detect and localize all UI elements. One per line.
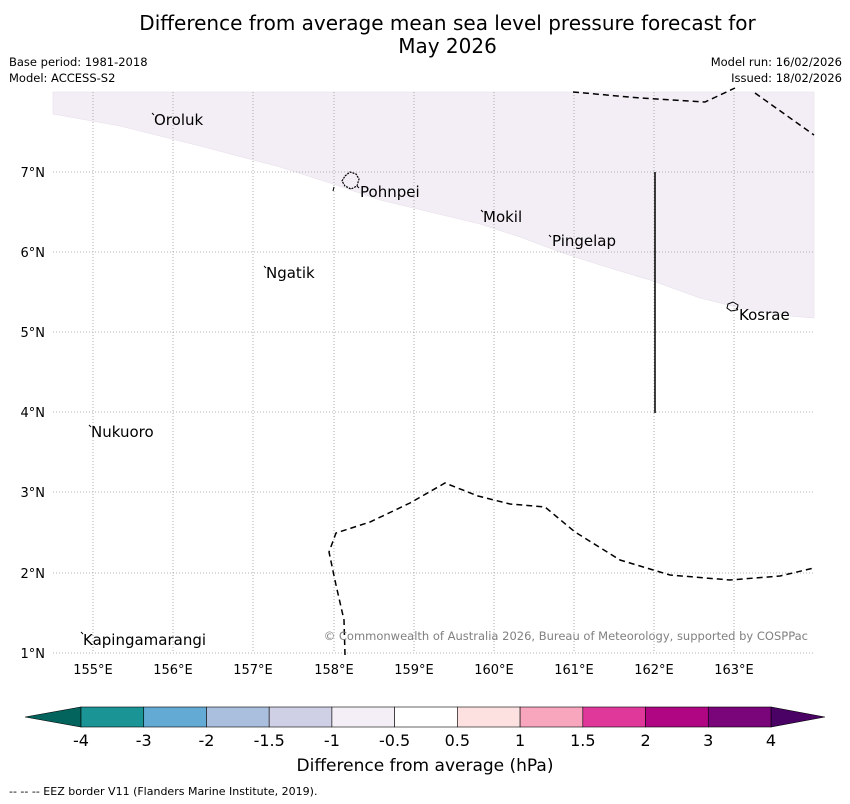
place-labels: Oroluk Pohnpei Mokil Pingelap Ngatik Kosrae Nu… bbox=[80, 111, 790, 649]
latitude-labels: 7°N 6°N 5°N 4°N 3°N 2°N 1°N bbox=[21, 166, 46, 662]
longitude-label: 155°E bbox=[73, 663, 113, 678]
issued-date: Issued: 18/02/2026 bbox=[731, 71, 842, 85]
graticule bbox=[53, 92, 814, 654]
longitude-label: 162°E bbox=[634, 663, 674, 678]
place-label: Nukuoro bbox=[91, 423, 154, 441]
place-marker bbox=[151, 112, 155, 116]
colorbar-segment bbox=[206, 706, 270, 728]
colorbar-segment bbox=[645, 706, 709, 728]
colorbar-under-arrow bbox=[24, 706, 82, 728]
colorbar-tick-label: -3 bbox=[136, 731, 152, 750]
colorbar-tick-label: -1.5 bbox=[254, 731, 285, 750]
colorbar-tick-label: 1.5 bbox=[570, 731, 595, 750]
place-marker bbox=[356, 185, 360, 189]
colorbar-tick-label: -2 bbox=[198, 731, 214, 750]
latitude-label: 5°N bbox=[21, 326, 46, 341]
place-marker bbox=[263, 265, 267, 269]
longitude-label: 156°E bbox=[153, 663, 193, 678]
eez-border bbox=[328, 87, 815, 656]
colorbar-segment bbox=[519, 706, 584, 728]
kosrae-island-outline bbox=[726, 301, 739, 312]
place-marker bbox=[80, 631, 84, 635]
latitude-label: 3°N bbox=[21, 486, 46, 501]
map-title: Difference from average mean sea level p… bbox=[0, 12, 850, 58]
longitude-label: 160°E bbox=[474, 663, 514, 678]
place-label: Pohnpei bbox=[360, 183, 420, 201]
place-marker bbox=[548, 234, 552, 238]
meta-left: Base period: 1981-2018 Model: ACCESS-S2 bbox=[9, 54, 148, 86]
latitude-label: 1°N bbox=[21, 647, 46, 662]
longitude-labels: 155°E 156°E 157°E 158°E 159°E 160°E 161°E 162°E… bbox=[73, 663, 754, 678]
copyright-notice: © Commonwealth of Australia 2026, Bureau… bbox=[324, 629, 808, 643]
colorbar-segment bbox=[80, 706, 145, 728]
colorbar bbox=[24, 706, 826, 728]
latitude-label: 2°N bbox=[21, 567, 46, 582]
longitude-label: 163°E bbox=[714, 663, 754, 678]
colorbar-tick-label: 2 bbox=[640, 731, 650, 750]
place-marker bbox=[480, 209, 484, 213]
eez-legend-note: -- -- -- EEZ border V11 (Flanders Marine… bbox=[9, 785, 318, 798]
place-marker bbox=[88, 424, 92, 428]
colorbar-segment bbox=[331, 706, 395, 728]
colorbar-tick-label: 3 bbox=[703, 731, 713, 750]
model-name: Model: ACCESS-S2 bbox=[9, 71, 116, 85]
colorbar-title: Difference from average (hPa) bbox=[296, 756, 554, 776]
colorbar-tick-label: 1 bbox=[515, 731, 525, 750]
colorbar-segment bbox=[143, 706, 207, 728]
place-label: Kapingamarangi bbox=[83, 631, 206, 649]
colorbar-over-arrow bbox=[770, 706, 826, 728]
title-line-1: Difference from average mean sea level p… bbox=[139, 11, 756, 35]
latitude-label: 4°N bbox=[21, 406, 46, 421]
colorbar-tick-label: -1 bbox=[324, 731, 340, 750]
longitude-label: 161°E bbox=[554, 663, 594, 678]
colorbar-tick-label: 4 bbox=[766, 731, 776, 750]
colorbar-tick-label: -4 bbox=[73, 731, 89, 750]
longitude-label: 157°E bbox=[233, 663, 273, 678]
colorbar-tick-label: 0.5 bbox=[445, 731, 470, 750]
base-period: Base period: 1981-2018 bbox=[9, 55, 148, 69]
place-label: Oroluk bbox=[154, 111, 203, 129]
pohnpei-shore-mark bbox=[332, 186, 335, 192]
latitude-label: 6°N bbox=[21, 246, 46, 261]
colorbar-tick-label: -0.5 bbox=[379, 731, 410, 750]
place-label: Pingelap bbox=[552, 232, 616, 250]
colorbar-segment bbox=[268, 706, 333, 728]
colorbar-segment bbox=[457, 706, 521, 728]
colorbar-segment bbox=[707, 706, 772, 728]
place-marker bbox=[735, 307, 739, 311]
latitude-label: 7°N bbox=[21, 166, 46, 181]
place-label: Ngatik bbox=[266, 264, 315, 282]
place-label: Mokil bbox=[483, 208, 522, 226]
colorbar-tick-labels: -4 -3 -2 -1.5 -1 -0.5 0.5 1 1.5 2 3 4 bbox=[73, 731, 776, 750]
colorbar-segment bbox=[394, 706, 458, 728]
model-run: Model run: 16/02/2026 bbox=[710, 55, 842, 69]
title-line-2: May 2026 bbox=[398, 34, 497, 58]
meta-right: Model run: 16/02/2026 Issued: 18/02/2026 bbox=[711, 54, 842, 86]
anomaly-shaded-region bbox=[52, 91, 815, 319]
longitude-label: 159°E bbox=[394, 663, 434, 678]
colorbar-segment bbox=[582, 706, 646, 728]
place-label: Kosrae bbox=[739, 306, 790, 324]
longitude-label: 158°E bbox=[314, 663, 354, 678]
